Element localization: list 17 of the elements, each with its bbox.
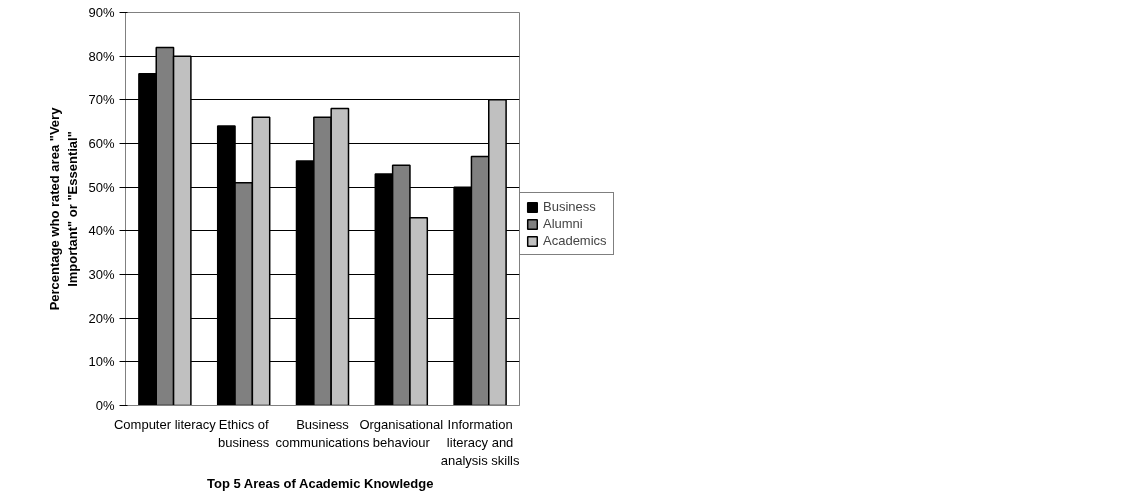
y-tick-label: 50% [88,179,115,195]
y-axis-title: Percentage who rated area "Very Important" or "Essential" [47,106,81,311]
y-tick-label: 40% [88,223,115,239]
y-tick-label: 90% [88,5,115,20]
x-tick-label: Ethics of business [218,416,270,450]
legend-label: Alumni [543,216,583,231]
y-tick-label: 20% [88,310,115,326]
y-tick-label: 60% [88,136,115,151]
x-axis-title: Top 5 Areas of Academic Knowledge [207,475,434,491]
legend-label: Academics [543,233,607,248]
y-tick-label: 0% [95,398,115,413]
y-tick-label: 30% [88,267,115,282]
y-tick-label: 70% [88,92,115,108]
x-tick-label: Computer literacy [113,416,217,432]
y-tick-label: 80% [88,48,115,64]
legend-label: Business [543,199,596,214]
y-tick-label: 10% [88,354,115,370]
